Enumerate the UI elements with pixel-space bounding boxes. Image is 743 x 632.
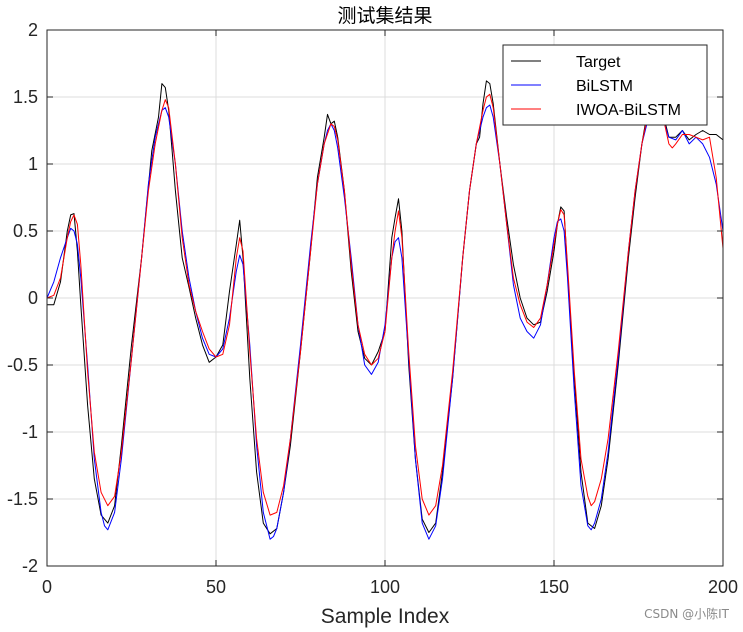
x-tick-label: 0: [42, 577, 52, 597]
watermark-text: CSDN @小陈IT: [644, 607, 729, 621]
x-tick-label: 50: [206, 577, 226, 597]
y-tick-label: 0.5: [13, 221, 38, 241]
legend-label-iwoa-bilstm: IWOA-BiLSTM: [576, 102, 681, 119]
legend-label-bilstm: BiLSTM: [576, 78, 633, 95]
series-lines: [46, 72, 724, 540]
y-tick-label: -2: [22, 556, 38, 576]
legend-label-target: Target: [576, 54, 621, 71]
y-tick-label: -1.5: [7, 489, 38, 509]
series-line-target: [47, 72, 724, 535]
y-tick-label: -1: [22, 422, 38, 442]
legend: Target BiLSTM IWOA-BiLSTM: [502, 44, 708, 126]
x-tick-label: 150: [539, 577, 569, 597]
y-tick-label: 1: [28, 154, 38, 174]
x-tick-label: 200: [708, 577, 738, 597]
y-tick-label: 2: [28, 20, 38, 40]
x-axis-label: Sample Index: [321, 605, 450, 628]
x-tick-label: 100: [370, 577, 400, 597]
axis-ticks: 0 50 100 150 200 -2 -1.5 -1 -0.5 0 0.5 1 1.5 2: [7, 20, 738, 597]
y-tick-label: 1.5: [13, 87, 38, 107]
y-tick-label: 0: [28, 288, 38, 308]
series-line-iwoa-bilstm: [46, 93, 724, 516]
chart-title: 测试集结果: [337, 5, 432, 27]
y-tick-label: -0.5: [7, 355, 38, 375]
